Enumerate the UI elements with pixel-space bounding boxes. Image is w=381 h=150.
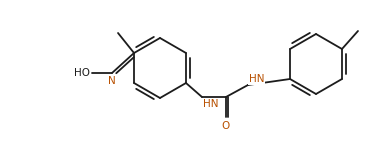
Text: N: N — [108, 76, 116, 86]
Text: HN: HN — [249, 74, 264, 84]
Text: HO: HO — [74, 68, 90, 78]
Text: HN: HN — [203, 99, 218, 109]
Text: O: O — [222, 121, 230, 131]
